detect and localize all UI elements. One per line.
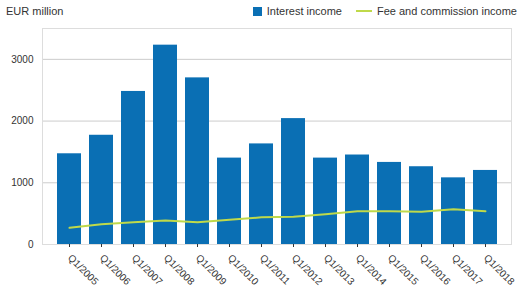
svg-text:Q1/2009: Q1/2009 [194, 252, 229, 287]
svg-text:Q1/2013: Q1/2013 [322, 252, 357, 287]
svg-text:Q1/2018: Q1/2018 [482, 252, 517, 287]
svg-text:Q1/2008: Q1/2008 [162, 252, 197, 287]
html-text:EUR million: EUR million [6, 5, 64, 17]
svg-text:Q1/2006: Q1/2006 [98, 252, 133, 287]
svg-text:0: 0 [28, 239, 34, 250]
html-text:Fee and commission income: Fee and commission income [377, 5, 517, 17]
svg-text:1000: 1000 [11, 177, 34, 188]
svg-text:Q1/2012: Q1/2012 [290, 252, 325, 287]
svg-text:2000: 2000 [11, 115, 34, 126]
svg-text:Q1/2007: Q1/2007 [130, 252, 165, 287]
svg-text:Q1/2005: Q1/2005 [66, 252, 101, 287]
html-text:Interest income: Interest income [266, 5, 342, 17]
svg-text:Q1/2011: Q1/2011 [258, 252, 293, 287]
svg-text:Q1/2015: Q1/2015 [386, 252, 421, 287]
svg-text:3000: 3000 [11, 54, 34, 65]
svg-text:Q1/2014: Q1/2014 [354, 252, 389, 287]
svg-text:Q1/2017: Q1/2017 [450, 252, 485, 287]
svg-text:Q1/2010: Q1/2010 [226, 252, 261, 287]
svg-text:Q1/2016: Q1/2016 [418, 252, 453, 287]
